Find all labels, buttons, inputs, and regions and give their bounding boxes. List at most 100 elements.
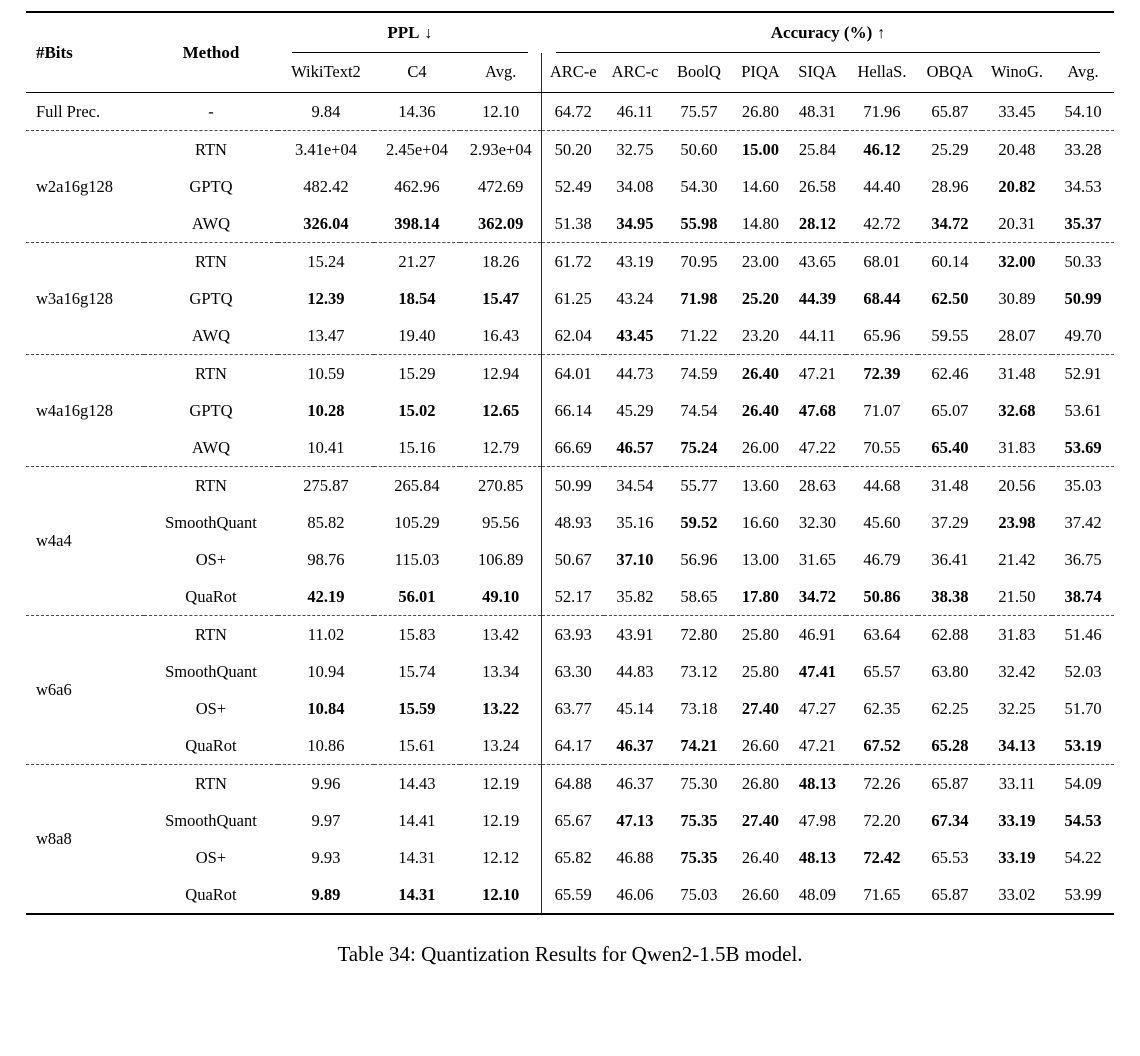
- accuracy-value: 64.88: [541, 764, 604, 802]
- ppl-value: 9.89: [311, 884, 341, 904]
- col-header-winog: WinoG.: [981, 53, 1052, 93]
- ppl-value: 15.59: [398, 698, 436, 718]
- table-row: w4a4 RTN 275.87 265.84 270.85 50.99 34.54 55.77…: [25, 466, 1115, 616]
- ppl-group-header: PPL ↓: [291, 23, 528, 53]
- accuracy-value: 20.56: [981, 466, 1052, 504]
- ppl-value: 2.45e+04: [373, 130, 460, 168]
- accuracy-value: 65.59: [541, 876, 604, 914]
- accuracy-value: 65.87: [917, 764, 982, 802]
- accuracy-value: 54.30: [680, 176, 718, 196]
- accuracy-value: 34.08: [616, 176, 654, 196]
- accuracy-value: 46.79: [863, 549, 901, 569]
- accuracy-value: 59.52: [680, 512, 718, 532]
- accuracy-value: 65.53: [931, 847, 969, 867]
- ppl-value: 12.12: [482, 847, 520, 867]
- table-row: w8a8 RTN 9.96 14.43 12.19 64.88 46.37 75.30 26.8…: [25, 764, 1115, 914]
- table-row: AWQ 13.47 19.40 16.43 62.04 43.45 71.22 23.20 44…: [26, 317, 1114, 355]
- table-row: OS+ 10.84 15.59 13.22 63.77 45.14 73.18 27.40 47…: [26, 690, 1114, 727]
- bits-label: w4a4: [25, 466, 144, 616]
- method-label: QuaRot: [185, 586, 237, 606]
- ppl-value: 42.19: [307, 586, 345, 606]
- table-row: AWQ 10.41 15.16 12.79 66.69 46.57 75.24 26.00 47…: [26, 429, 1114, 467]
- ppl-value: 12.10: [482, 884, 520, 904]
- bits-label: w6a6: [25, 615, 144, 765]
- accuracy-value: 25.80: [741, 661, 780, 681]
- accuracy-value: 28.96: [931, 176, 969, 196]
- accuracy-value: 66.14: [541, 392, 604, 429]
- accuracy-value: 47.21: [798, 735, 837, 755]
- method-label: AWQ: [191, 213, 230, 233]
- accuracy-value: 25.80: [731, 615, 789, 653]
- accuracy-value: 72.20: [863, 810, 901, 830]
- accuracy-value: 25.29: [917, 130, 982, 168]
- col-header-siqa: SIQA: [788, 53, 846, 93]
- ppl-value: 85.82: [307, 512, 345, 532]
- accuracy-value: 44.40: [863, 176, 901, 196]
- accuracy-value: 65.40: [931, 437, 969, 457]
- method-label: GPTQ: [189, 176, 233, 196]
- ppl-value: 15.16: [398, 437, 436, 457]
- accuracy-value: 62.04: [541, 317, 604, 355]
- accuracy-value: 48.93: [541, 504, 604, 541]
- accuracy-value: 70.95: [665, 242, 732, 280]
- ppl-value: 12.94: [459, 354, 542, 392]
- accuracy-value: 47.22: [798, 437, 837, 457]
- accuracy-value: 26.80: [741, 101, 780, 121]
- ppl-value: 15.02: [398, 400, 436, 420]
- accuracy-value: 67.52: [863, 735, 901, 755]
- accuracy-value: 75.57: [680, 101, 718, 121]
- method-label: OS+: [195, 698, 227, 718]
- method-label: GPTQ: [189, 288, 233, 308]
- method-label: SmoothQuant: [165, 810, 257, 830]
- accuracy-value: 34.72: [798, 586, 837, 606]
- accuracy-value: 45.60: [863, 512, 901, 532]
- table-row: GPTQ 10.28 15.02 12.65 66.14 45.29 74.54 26.40 4…: [26, 392, 1114, 429]
- accuracy-value: 62.50: [931, 288, 969, 308]
- accuracy-value: 62.88: [917, 615, 982, 653]
- accuracy-value: 75.35: [680, 810, 718, 830]
- accuracy-value: 71.98: [680, 288, 718, 308]
- table-row: w6a6 RTN 11.02 15.83 13.42 63.93 43.91 72.80 25.…: [25, 615, 1115, 765]
- ppl-value: 15.24: [277, 242, 374, 280]
- method-label: SmoothQuant: [165, 512, 257, 532]
- accuracy-value: 38.74: [1064, 586, 1102, 606]
- accuracy-value: 43.19: [603, 242, 666, 280]
- accuracy-value: 50.33: [1051, 242, 1115, 280]
- method-label: RTN: [143, 354, 278, 392]
- accuracy-value: 64.01: [541, 354, 604, 392]
- accuracy-value: 44.83: [616, 661, 654, 681]
- ppl-value: 9.93: [311, 847, 341, 867]
- table-body: Full Prec. - 9.84 14.36 12.10 64.72 46.11 75.57…: [25, 92, 1115, 914]
- ppl-value: 18.26: [459, 242, 542, 280]
- accuracy-value: 61.72: [541, 242, 604, 280]
- accuracy-value: 54.09: [1051, 764, 1115, 802]
- accuracy-value: 53.69: [1064, 437, 1102, 457]
- ppl-value: 21.27: [373, 242, 460, 280]
- accuracy-value: 65.82: [541, 839, 604, 876]
- ppl-value: 462.96: [394, 176, 440, 196]
- accuracy-value: 30.89: [998, 288, 1036, 308]
- accuracy-value: 34.13: [998, 735, 1036, 755]
- accuracy-value: 48.13: [798, 847, 837, 867]
- accuracy-value: 60.14: [917, 242, 982, 280]
- accuracy-value: 55.98: [680, 213, 718, 233]
- ppl-value: 10.41: [307, 437, 345, 457]
- accuracy-value: 67.34: [931, 810, 969, 830]
- up-arrow-icon: ↑: [877, 25, 886, 42]
- accuracy-value: 65.67: [541, 802, 604, 839]
- accuracy-value: 54.53: [1064, 810, 1102, 830]
- accuracy-value: 34.53: [1064, 176, 1102, 196]
- accuracy-value: 20.31: [998, 213, 1036, 233]
- accuracy-value: 50.67: [541, 541, 604, 578]
- col-group-ppl: PPL ↓: [278, 12, 542, 53]
- ppl-value: 12.65: [482, 400, 520, 420]
- ppl-value: 11.02: [277, 615, 374, 653]
- ppl-value: 13.42: [459, 615, 542, 653]
- col-header-c4: C4: [373, 53, 460, 93]
- ppl-value: 98.76: [307, 549, 345, 569]
- accuracy-value: 54.10: [1064, 101, 1102, 121]
- accuracy-value: 64.17: [541, 727, 604, 765]
- ppl-value: 472.69: [478, 176, 524, 196]
- ppl-value: 13.34: [482, 661, 520, 681]
